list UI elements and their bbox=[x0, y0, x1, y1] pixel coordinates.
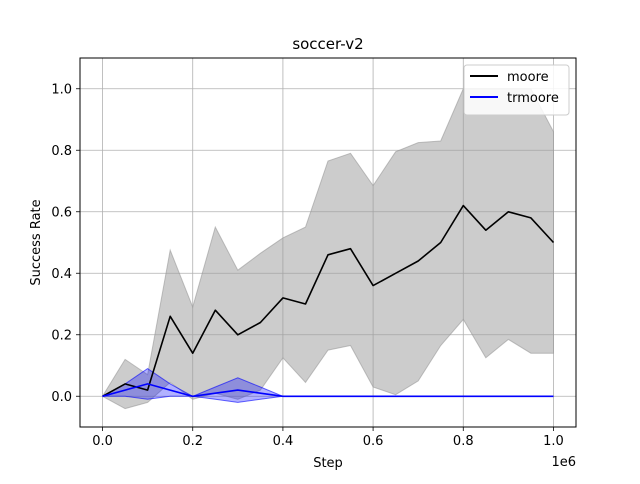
x-tick-label: 0.4 bbox=[273, 434, 294, 449]
x-tick-label: 0.2 bbox=[182, 434, 203, 449]
x-axis-ticks: 0.0 0.2 0.4 0.6 0.8 1.0 bbox=[92, 427, 564, 449]
x-tick-label: 0.6 bbox=[363, 434, 384, 449]
line-moore bbox=[102, 204, 555, 398]
y-tick-label: 0.8 bbox=[51, 144, 72, 159]
y-axis-ticks: 0.0 0.2 0.4 0.6 0.8 1.0 bbox=[51, 82, 80, 405]
legend: moore trmoore bbox=[463, 64, 570, 116]
line-trmoore bbox=[102, 383, 554, 398]
legend-label-moore: moore bbox=[507, 70, 549, 85]
y-tick-label: 1.0 bbox=[51, 82, 72, 97]
chart-title: soccer-v2 bbox=[292, 35, 363, 53]
x-tick-label: 0.0 bbox=[92, 434, 113, 449]
legend-box bbox=[463, 64, 570, 116]
plot-frame bbox=[79, 57, 577, 428]
y-axis-label: Success Rate bbox=[29, 199, 44, 285]
y-tick-label: 0.6 bbox=[51, 205, 72, 220]
x-axis-label: Step bbox=[313, 456, 343, 471]
y-tick-label: 0.4 bbox=[51, 267, 72, 282]
x-tick-label: 1.0 bbox=[543, 434, 564, 449]
y-tick-label: 0.0 bbox=[51, 390, 72, 405]
series-lines bbox=[102, 204, 555, 398]
x-tick-label: 0.8 bbox=[453, 434, 474, 449]
x-offset-label: 1e6 bbox=[551, 455, 576, 470]
legend-label-trmoore: trmoore bbox=[507, 91, 559, 106]
y-tick-label: 0.2 bbox=[51, 328, 72, 343]
